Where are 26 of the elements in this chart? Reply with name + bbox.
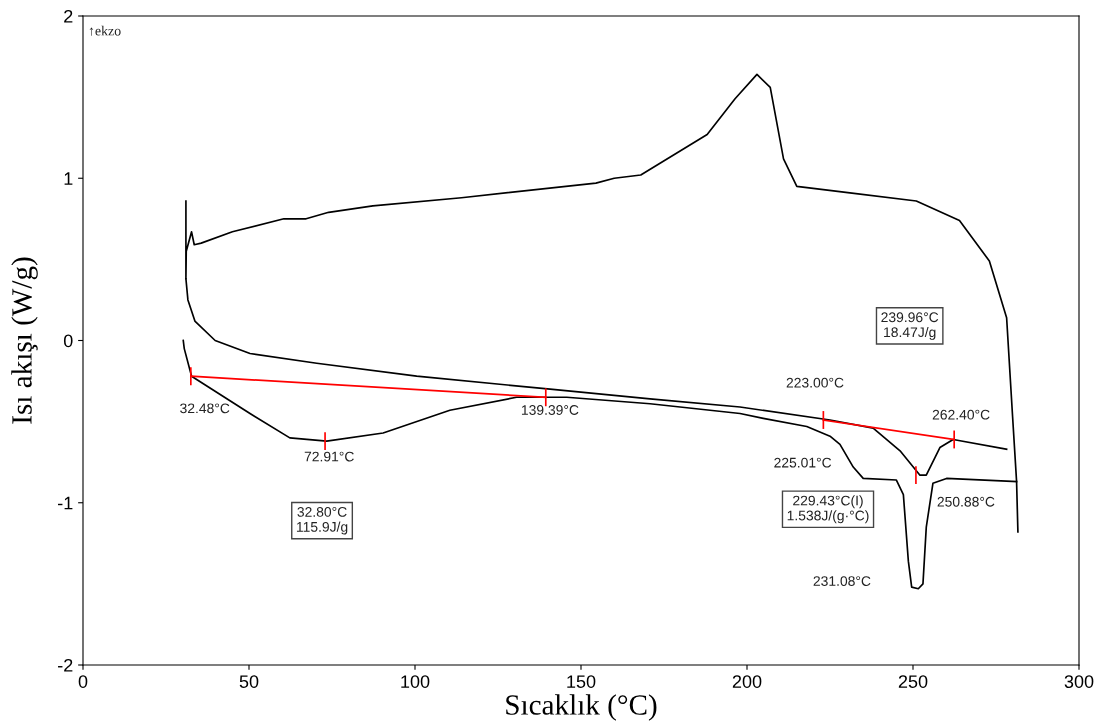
y-tick-label: 2 [64,9,73,23]
y-tick-label: 1 [64,172,73,185]
annotation: 262.40°C [932,409,990,420]
y-tick-label: 0 [63,334,73,348]
y-axis-title: Isı akışı (W/g) [11,257,38,424]
annotation: 72.91°C [304,451,354,462]
x-tick-label: 300 [1064,675,1094,688]
annotation: 223.00°C [786,377,844,388]
annotation: ↑ekzo [89,25,121,36]
annotation: 32.48°C [180,403,230,414]
annotation: 229.43°C(I) 1.538J/(g·°C) [787,495,869,524]
x-tick-label: 200 [732,675,762,688]
x-tick-label: 0 [78,675,88,688]
x-tick-label: 250 [898,675,928,688]
annotation: 231.08°C [813,576,871,586]
y-tick-label: -2 [58,658,73,672]
x-tick-label: 50 [239,675,259,688]
annotation: 250.88°C [937,496,995,507]
annotation: 139.39°C [521,405,579,415]
x-tick-label: 100 [401,675,430,688]
annotation: 239.96°C 18.47J/g [881,312,939,340]
annotation: 225.01°C [774,457,832,468]
annotation: 32.80°C 115.9J/g [296,507,348,535]
x-tick-label: 150 [567,675,596,688]
y-tick-label: -1 [58,496,73,510]
x-axis-title: Sıcaklık (°C) [506,694,657,721]
